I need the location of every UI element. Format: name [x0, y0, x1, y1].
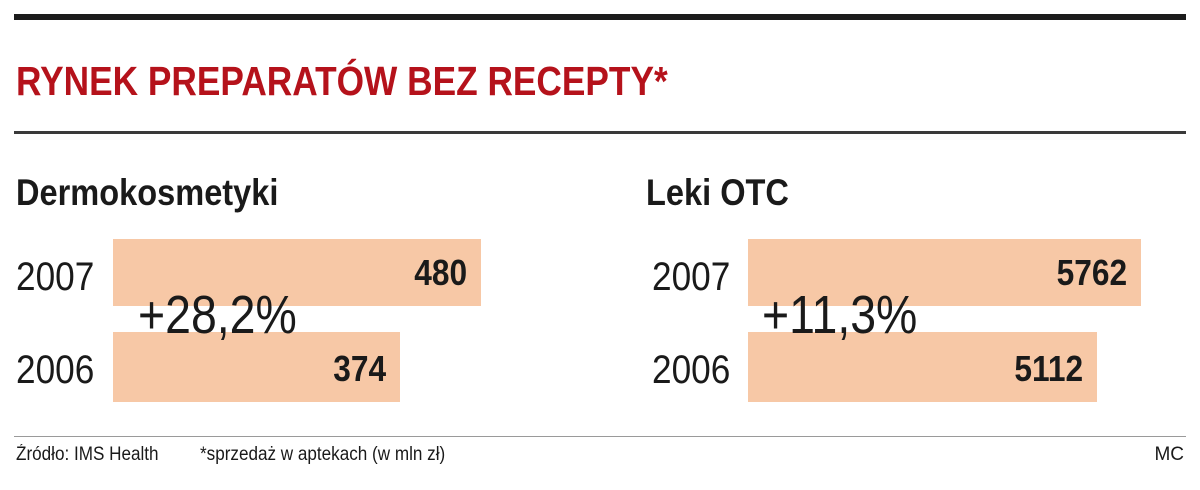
top-rule — [14, 14, 1186, 20]
bar-leki-otc-2007 — [748, 239, 1141, 306]
bar-value-dermokosmetyki-2006: 374 — [333, 348, 386, 389]
year-label-2007: 2007 — [652, 255, 731, 299]
bar-dermokosmetyki-2007 — [113, 239, 481, 306]
source-note: Źródło: IMS Health — [16, 444, 159, 465]
panel-title-leki-otc: Leki OTC — [646, 172, 789, 213]
bar-dermokosmetyki-2006 — [113, 332, 400, 402]
panel-title-dermokosmetyki: Dermokosmetyki — [16, 172, 279, 213]
footer-rule — [14, 436, 1186, 437]
chart-title: RYNEK PREPARATÓW BEZ RECEPTY* — [16, 58, 668, 104]
change-label-dermokosmetyki: +28,2% — [138, 285, 297, 345]
bar-value-leki-otc-2007: 5762 — [1056, 252, 1127, 293]
bar-leki-otc-2006 — [748, 332, 1097, 402]
change-label-leki-otc: +11,3% — [762, 285, 918, 345]
bar-value-leki-otc-2006: 5112 — [1014, 348, 1083, 389]
unit-note: *sprzedaż w aptekach (w mln zł) — [200, 444, 446, 465]
year-label-2006: 2006 — [16, 348, 95, 392]
author-credit: MC — [1154, 444, 1184, 465]
title-rule — [14, 131, 1186, 134]
year-label-2006: 2006 — [652, 348, 731, 392]
year-label-2007: 2007 — [16, 255, 95, 299]
bar-value-dermokosmetyki-2007: 480 — [414, 252, 467, 293]
